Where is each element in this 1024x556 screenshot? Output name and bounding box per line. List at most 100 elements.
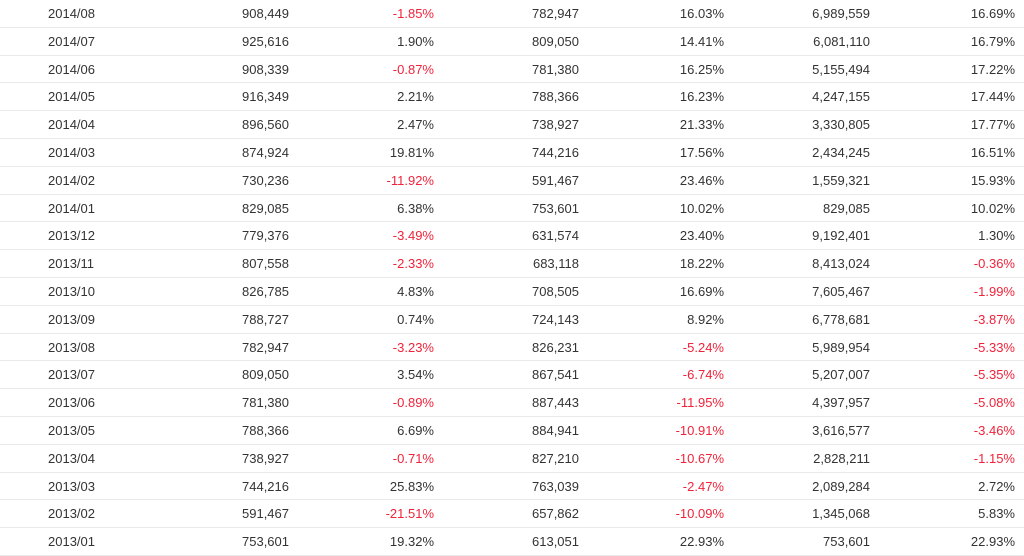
value-cell: 753,601 xyxy=(242,534,289,550)
value-cell: 781,380 xyxy=(242,395,289,411)
cumulative-value-cell: 2,089,284 xyxy=(812,478,870,494)
percent-cell: -21.51% xyxy=(385,506,434,522)
percent-cell: 6.38% xyxy=(397,200,434,216)
percent-cell: 16.23% xyxy=(679,89,724,105)
value-cell: 826,231 xyxy=(532,339,579,355)
percent-cell: 23.46% xyxy=(679,172,724,188)
month-cell: 2014/01 xyxy=(48,200,95,216)
month-cell: 2013/01 xyxy=(48,534,95,550)
value-cell: 631,574 xyxy=(532,228,579,244)
percent-cell: -10.09% xyxy=(675,506,724,522)
value-cell: 782,947 xyxy=(532,6,579,21)
value-cell: 683,118 xyxy=(532,256,579,272)
cumulative-value-cell: 829,085 xyxy=(823,200,870,216)
cumulative-percent-cell: -1.15% xyxy=(973,450,1015,466)
value-cell: 908,339 xyxy=(242,61,289,77)
percent-cell: 2.21% xyxy=(397,89,434,105)
cumulative-value-cell: 5,989,954 xyxy=(812,339,870,355)
value-cell: 763,039 xyxy=(532,478,579,494)
value-cell: 782,947 xyxy=(242,339,289,355)
percent-cell: -1.85% xyxy=(392,6,434,21)
month-cell: 2013/10 xyxy=(48,283,95,299)
percent-cell: 18.22% xyxy=(679,256,724,272)
table-row: 2013/12 779,376 -3.49% 631,574 23.40% 9,192,4… xyxy=(0,222,1024,251)
cumulative-percent-cell: 16.79% xyxy=(970,33,1015,49)
table-row: 2013/09 788,727 0.74% 724,143 8.92% 6,778,681… xyxy=(0,306,1024,334)
value-cell: 591,467 xyxy=(532,172,579,188)
table-row: 2013/10 826,785 4.83% 708,505 16.69% 7,605,46… xyxy=(0,278,1024,306)
table-row: 2013/03 744,216 25.83% 763,039 -2.47% 2,089,2… xyxy=(0,473,1024,501)
cumulative-percent-cell: 22.93% xyxy=(970,534,1015,550)
month-cell: 2014/04 xyxy=(48,117,95,133)
cumulative-value-cell: 4,247,155 xyxy=(812,89,870,105)
cumulative-value-cell: 2,434,245 xyxy=(812,144,870,160)
cumulative-value-cell: 1,559,321 xyxy=(812,172,870,188)
value-cell: 657,862 xyxy=(532,506,579,522)
table-row: 2013/01 753,601 19.32% 613,051 22.93% 753,601… xyxy=(0,528,1024,556)
table-row: 2014/03 874,924 19.81% 744,216 17.56% 2,434,2… xyxy=(0,139,1024,167)
cumulative-percent-cell: 17.22% xyxy=(970,61,1015,77)
value-cell: 788,366 xyxy=(532,89,579,105)
month-cell: 2014/05 xyxy=(48,89,95,105)
cumulative-value-cell: 9,192,401 xyxy=(812,228,870,244)
cumulative-percent-cell: -3.87% xyxy=(973,311,1015,327)
value-cell: 708,505 xyxy=(532,283,579,299)
table-row: 2014/01 829,085 6.38% 753,601 10.02% 829,085 1… xyxy=(0,195,1024,223)
cumulative-percent-cell: 17.77% xyxy=(970,117,1015,133)
value-cell: 884,941 xyxy=(532,422,579,438)
table-row: 2014/04 896,560 2.47% 738,927 21.33% 3,330,80… xyxy=(0,111,1024,139)
value-cell: 738,927 xyxy=(532,117,579,133)
table-row: 2014/07 925,616 1.90% 809,050 14.41% 6,081,11… xyxy=(0,28,1024,56)
month-cell: 2013/12 xyxy=(48,228,95,244)
value-cell: 887,443 xyxy=(532,395,579,411)
percent-cell: 16.25% xyxy=(679,61,724,77)
table-row: 2014/06 908,339 -0.87% 781,380 16.25% 5,155,4… xyxy=(0,56,1024,84)
value-cell: 788,727 xyxy=(242,311,289,327)
cumulative-value-cell: 753,601 xyxy=(823,534,870,550)
value-cell: 874,924 xyxy=(242,144,289,160)
cumulative-value-cell: 7,605,467 xyxy=(812,283,870,299)
value-cell: 744,216 xyxy=(242,478,289,494)
month-cell: 2014/06 xyxy=(48,61,95,77)
percent-cell: 16.69% xyxy=(679,283,724,299)
cumulative-value-cell: 6,989,559 xyxy=(812,6,870,21)
value-cell: 916,349 xyxy=(242,89,289,105)
percent-cell: -2.47% xyxy=(682,478,724,494)
cumulative-value-cell: 3,330,805 xyxy=(812,117,870,133)
percent-cell: -3.49% xyxy=(392,228,434,244)
table-row: 2013/07 809,050 3.54% 867,541 -6.74% 5,207,00… xyxy=(0,361,1024,390)
month-cell: 2013/03 xyxy=(48,478,95,494)
cumulative-value-cell: 5,207,007 xyxy=(812,367,870,383)
percent-cell: 0.74% xyxy=(397,311,434,327)
percent-cell: -11.95% xyxy=(676,395,724,411)
percent-cell: 10.02% xyxy=(679,200,724,216)
table-row: 2013/02 591,467 -21.51% 657,862 -10.09% 1,345… xyxy=(0,500,1024,529)
month-cell: 2013/04 xyxy=(48,450,95,466)
value-cell: 724,143 xyxy=(532,311,579,327)
cumulative-value-cell: 4,397,957 xyxy=(812,395,870,411)
month-cell: 2013/07 xyxy=(48,367,95,383)
value-cell: 809,050 xyxy=(532,33,579,49)
value-cell: 807,558 xyxy=(242,256,289,272)
percent-cell: -11.92% xyxy=(386,172,434,188)
percent-cell: -3.23% xyxy=(392,339,434,355)
percent-cell: -0.71% xyxy=(392,450,434,466)
percent-cell: 25.83% xyxy=(389,478,434,494)
percent-cell: -10.91% xyxy=(675,422,724,438)
percent-cell: -6.74% xyxy=(682,367,724,383)
percent-cell: 16.03% xyxy=(679,6,724,21)
percent-cell: -0.89% xyxy=(392,395,434,411)
cumulative-percent-cell: 5.83% xyxy=(978,506,1015,522)
table-row: 2013/11 807,558 -2.33% 683,118 18.22% 8,413,0… xyxy=(0,250,1024,278)
month-cell: 2013/09 xyxy=(48,311,95,327)
value-cell: 738,927 xyxy=(242,450,289,466)
percent-cell: -10.67% xyxy=(675,450,724,466)
value-cell: 826,785 xyxy=(242,283,289,299)
month-cell: 2013/08 xyxy=(48,339,95,355)
value-cell: 744,216 xyxy=(532,144,579,160)
value-cell: 781,380 xyxy=(532,61,579,77)
value-cell: 779,376 xyxy=(242,228,289,244)
percent-cell: 22.93% xyxy=(679,534,724,550)
cumulative-value-cell: 8,413,024 xyxy=(812,256,870,272)
